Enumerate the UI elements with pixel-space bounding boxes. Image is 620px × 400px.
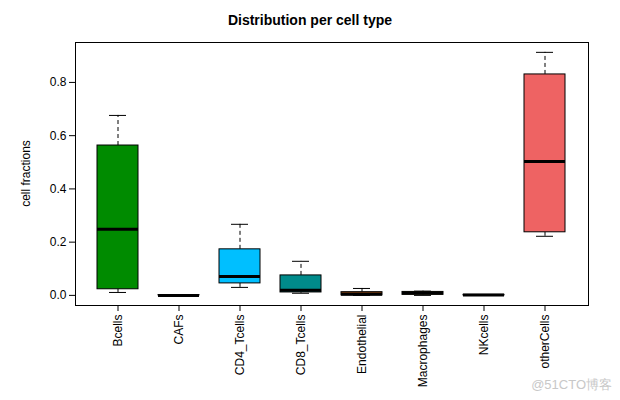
- svg-text:0.0: 0.0: [50, 288, 67, 302]
- svg-text:CD8_Tcells: CD8_Tcells: [294, 315, 308, 376]
- svg-text:Macrophages: Macrophages: [416, 315, 430, 388]
- html-text:Distribution per cell type: Distribution per cell type: [227, 12, 393, 28]
- svg-text:otherCells: otherCells: [538, 315, 552, 369]
- svg-text:0.4: 0.4: [50, 182, 67, 196]
- svg-text:0.8: 0.8: [50, 75, 67, 89]
- html-text:@51CTO博客: @51CTO博客: [531, 377, 612, 392]
- svg-text:cell fractions: cell fractions: [19, 140, 33, 207]
- svg-text:0.2: 0.2: [50, 235, 67, 249]
- svg-text:0.6: 0.6: [50, 129, 67, 143]
- svg-text:Endothelial: Endothelial: [355, 315, 369, 374]
- svg-text:Bcells: Bcells: [111, 315, 125, 347]
- svg-text:CD4_Tcells: CD4_Tcells: [233, 315, 247, 376]
- svg-text:CAFs: CAFs: [172, 315, 186, 345]
- svg-text:NKcells: NKcells: [477, 315, 491, 356]
